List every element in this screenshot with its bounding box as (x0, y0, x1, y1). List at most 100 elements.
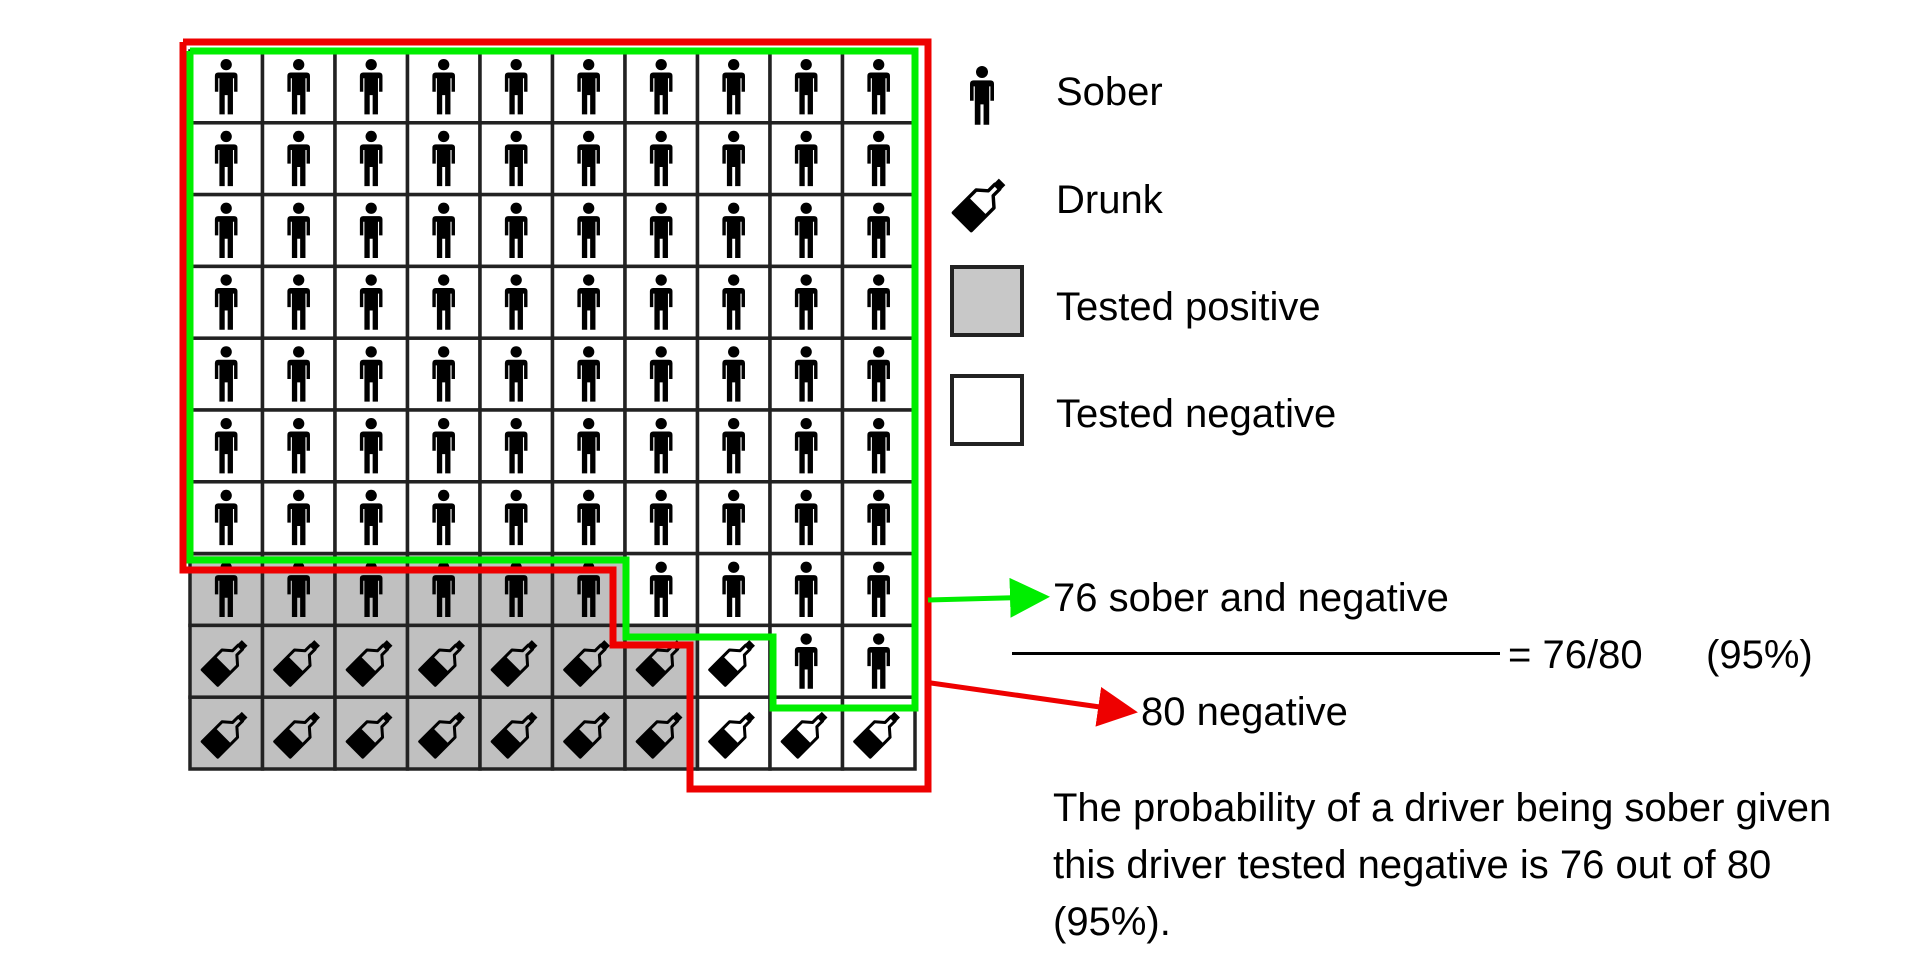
grid-cell (695, 121, 772, 197)
grid-cell (550, 264, 627, 340)
grid-cell (405, 623, 482, 699)
grid-cell (695, 192, 772, 269)
grid-cell (333, 264, 410, 340)
legend-label-sober: Sober (1056, 70, 1163, 114)
grid-cell (623, 336, 700, 412)
denominator-label: 80 negative (1141, 690, 1348, 734)
grid-cell (840, 623, 917, 699)
grid-cell (840, 336, 917, 412)
grid-cell (768, 336, 845, 412)
grid-cell (695, 695, 772, 771)
grid-cell (188, 408, 265, 484)
grid-cell (478, 695, 555, 771)
grid-cell (478, 408, 555, 484)
grid-cell (333, 49, 410, 125)
person-icon (970, 66, 994, 125)
explanation-text: The probability of a driver being sober … (1053, 786, 1832, 944)
grid-cell (840, 695, 917, 771)
grid-cell (188, 121, 265, 197)
grid-cell (768, 121, 845, 197)
grid-cell (695, 408, 772, 484)
grid-cell (188, 623, 265, 699)
grid-cell (333, 480, 410, 556)
grid-cell (550, 480, 627, 556)
fraction-line (1012, 652, 1500, 655)
grid-cell (260, 121, 337, 197)
grid-cell (260, 551, 337, 628)
legend-label-tested-positive: Tested positive (1056, 285, 1321, 329)
grid-cell (768, 623, 845, 699)
grid-cell (840, 49, 917, 125)
grid-cell (623, 408, 700, 484)
grid-cell (623, 192, 700, 269)
grid-cell (333, 336, 410, 412)
grid-cell (405, 264, 482, 340)
fraction-result: = 76/80 (1508, 633, 1643, 677)
grid-cell (695, 551, 772, 628)
grid-cell (695, 49, 772, 125)
grid-cell (478, 336, 555, 412)
bottle-icon (951, 178, 1006, 233)
grid-cell (623, 695, 700, 771)
grid-cell (478, 121, 555, 197)
grid-cell (188, 264, 265, 340)
grid-cell (333, 695, 410, 771)
tested-positive-swatch (950, 265, 1024, 337)
fraction-percent: (95%) (1706, 633, 1813, 677)
grid-cell (623, 121, 700, 197)
grid-cell (623, 623, 700, 699)
grid-cell (405, 49, 482, 125)
grid-cell (550, 49, 627, 125)
grid-cell (260, 49, 337, 125)
grid-cell (333, 192, 410, 269)
grid-cell (405, 551, 482, 628)
grid-cell (840, 264, 917, 340)
numerator-label: 76 sober and negative (1053, 576, 1449, 620)
grid-cell (478, 192, 555, 269)
grid-cell (768, 49, 845, 125)
grid-cell (333, 121, 410, 197)
grid-cell (405, 480, 482, 556)
grid-cell (768, 264, 845, 340)
grid-cell (405, 121, 482, 197)
grid-cell (260, 623, 337, 699)
grid-cell (333, 408, 410, 484)
grid-cell (550, 695, 627, 771)
grid-cell (550, 623, 627, 699)
grid-cell (768, 480, 845, 556)
grid-cell (333, 623, 410, 699)
grid-cell (188, 551, 265, 628)
grid-cell (768, 695, 845, 771)
legend-label-tested-negative: Tested negative (1056, 392, 1337, 436)
grid-cell (478, 49, 555, 125)
grid-cell (478, 480, 555, 556)
grid-cell (550, 336, 627, 412)
grid-cell (695, 623, 772, 699)
grid-cell (188, 49, 265, 125)
grid-cell (695, 264, 772, 340)
grid-cell (840, 480, 917, 556)
grid-cell (405, 695, 482, 771)
grid-cell (840, 121, 917, 197)
grid-cell (188, 695, 265, 771)
grid-cell (623, 551, 700, 628)
grid-cell (333, 551, 410, 628)
grid-cell (695, 480, 772, 556)
grid-cell (260, 336, 337, 412)
grid-cell (550, 121, 627, 197)
grid-cell (695, 336, 772, 412)
grid-cell (478, 551, 555, 628)
grid-cell (840, 551, 917, 628)
grid-cell (478, 264, 555, 340)
grid-cell (840, 408, 917, 484)
grid-cell (840, 192, 917, 269)
grid-cell (550, 192, 627, 269)
grid-cell (768, 192, 845, 269)
grid-cell (623, 49, 700, 125)
grid-cell (260, 695, 337, 771)
grid-cell (768, 408, 845, 484)
grid-cell (188, 192, 265, 269)
grid-cell (188, 480, 265, 556)
grid-cell (260, 192, 337, 269)
grid-cell (260, 264, 337, 340)
